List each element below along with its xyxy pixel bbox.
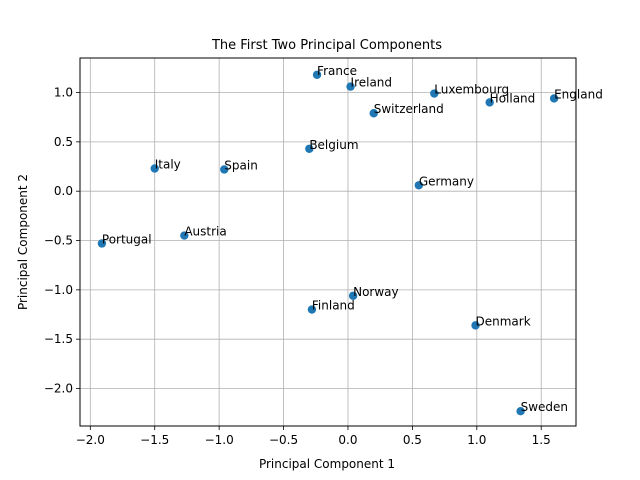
- point-label: Sweden: [521, 400, 568, 414]
- data-point: [346, 82, 355, 91]
- point-label: Switzerland: [374, 102, 444, 116]
- grid-lines: [80, 58, 576, 426]
- chart-title: The First Two Principal Components: [211, 38, 442, 53]
- axes-frame: [79, 57, 577, 427]
- data-points: [97, 70, 559, 416]
- data-point: [430, 89, 439, 98]
- point-label: Portugal: [102, 232, 152, 246]
- data-point: [307, 305, 317, 314]
- point-label: Austria: [184, 225, 226, 239]
- point-label: Holland: [490, 91, 536, 105]
- point-label: England: [554, 87, 603, 101]
- point-label: France: [317, 64, 357, 78]
- data-point: [305, 144, 314, 153]
- data-point: [516, 407, 525, 416]
- point-label: Italy: [155, 157, 181, 171]
- y-tick-label: 1.0: [54, 86, 73, 100]
- y-tick-label: −2.0: [44, 382, 73, 396]
- data-point: [348, 291, 358, 300]
- data-point: [471, 321, 480, 330]
- axis-ticks: −2.0 −1.5 −1.0 −0.5 0.0 0.5 1.0 1.5 −2.0 −1.5 −1.0…: [44, 86, 551, 447]
- point-label: Belgium: [309, 138, 358, 152]
- point-label: Ireland: [351, 76, 393, 90]
- x-tick-label: −0.5: [269, 433, 298, 447]
- point-label: Denmark: [476, 314, 531, 328]
- point-label: Luxembourg: [434, 83, 509, 97]
- y-tick-label: 0.0: [54, 184, 73, 198]
- data-point: [180, 231, 189, 240]
- y-tick-label: −1.0: [44, 283, 73, 297]
- x-tick-label: −2.0: [76, 433, 105, 447]
- x-tick-label: 0.5: [403, 433, 422, 447]
- y-tick-label: −0.5: [44, 234, 73, 248]
- point-label: Spain: [224, 158, 258, 172]
- data-point: [549, 94, 559, 103]
- data-point: [414, 181, 424, 190]
- x-tick-label: −1.5: [140, 433, 169, 447]
- y-axis-label: Principal Component 2: [16, 174, 30, 310]
- y-tick-label: −1.5: [44, 332, 73, 346]
- x-tick-label: 0.0: [338, 433, 357, 447]
- data-point: [150, 164, 159, 173]
- x-tick-label: −1.0: [205, 433, 234, 447]
- data-point: [485, 98, 494, 107]
- point-label: Norway: [353, 285, 399, 299]
- y-tick-label: 0.5: [54, 135, 73, 149]
- x-tick-label: 1.0: [467, 433, 486, 447]
- point-label: Finland: [312, 299, 355, 313]
- point-label: Germany: [419, 174, 474, 188]
- x-axis-label: Principal Component 1: [259, 457, 395, 471]
- x-tick-label: 1.5: [532, 433, 551, 447]
- data-point: [312, 70, 322, 79]
- data-point: [220, 165, 229, 174]
- data-point: [369, 109, 378, 118]
- data-point: [97, 239, 107, 248]
